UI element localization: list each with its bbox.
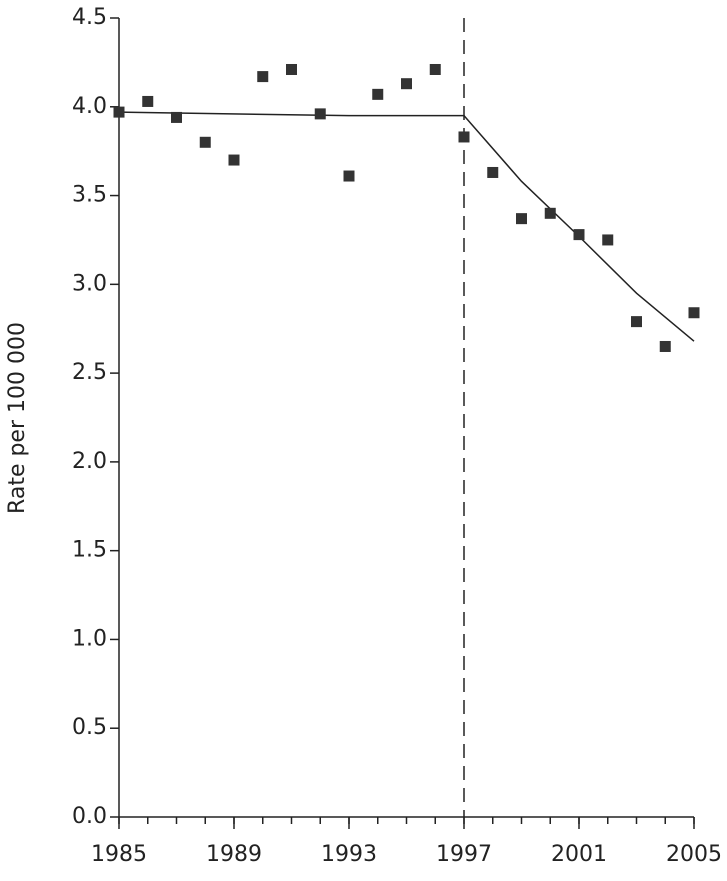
y-tick-label: 2.5 <box>72 360 107 385</box>
point <box>516 213 527 225</box>
point <box>429 63 441 75</box>
y-tick-label: 4.0 <box>72 94 107 119</box>
x-tick-label: 1985 <box>91 842 147 867</box>
point <box>142 95 154 107</box>
y-axis-label: Rate per 100 000 <box>5 322 30 514</box>
y-tick-label: 1.0 <box>72 626 107 651</box>
point <box>659 340 671 352</box>
y-tick-label: 3.0 <box>72 271 107 296</box>
point <box>113 106 125 118</box>
y-tick-label: 1.5 <box>72 538 107 563</box>
y-tick-label: 4.5 <box>72 5 107 30</box>
x-tick-label: 2001 <box>551 842 607 867</box>
point <box>602 234 614 246</box>
point <box>688 307 700 319</box>
x-tick-label: 2005 <box>666 842 722 867</box>
y-tick-label: 0.5 <box>72 715 107 740</box>
point <box>458 131 470 143</box>
point <box>314 108 326 120</box>
point <box>487 166 499 178</box>
x-tick-label: 1997 <box>436 842 492 867</box>
point <box>631 316 642 328</box>
point <box>343 170 355 182</box>
point <box>199 136 211 148</box>
point <box>257 71 269 83</box>
point <box>286 63 297 75</box>
point <box>544 207 556 219</box>
x-tick-label: 1993 <box>321 842 377 867</box>
x-tick-label: 1989 <box>206 842 262 867</box>
fit-line <box>118 111 695 342</box>
point <box>372 88 384 100</box>
y-tick-label: 2.0 <box>72 449 107 474</box>
point <box>573 229 585 241</box>
y-tick-label: 3.5 <box>72 183 107 208</box>
point <box>171 111 182 123</box>
point <box>401 78 412 90</box>
point <box>228 154 240 166</box>
y-tick-label: 0.0 <box>72 804 107 829</box>
